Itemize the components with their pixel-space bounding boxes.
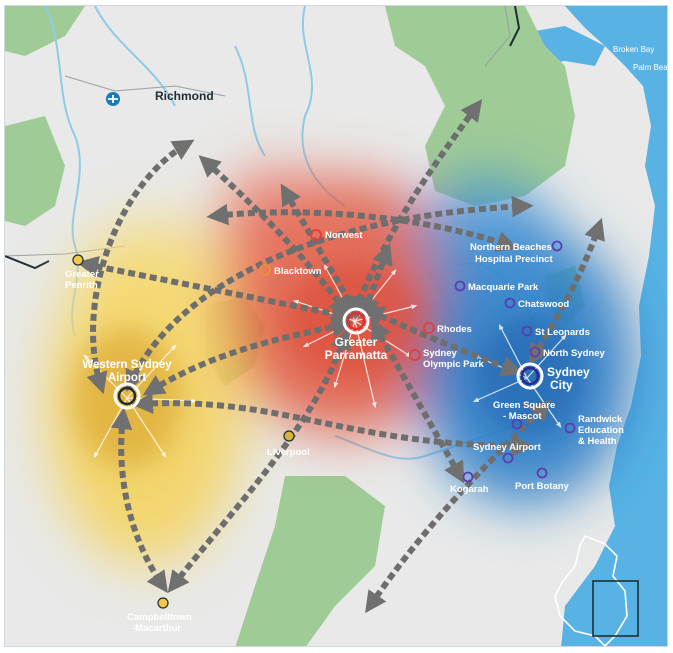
label-rhodes: Rhodes xyxy=(437,324,472,335)
label-greater-penrith-1: Greater xyxy=(65,269,99,280)
label-chatswood: Chatswood xyxy=(518,299,569,310)
connectors xyxy=(76,99,605,614)
label-port-botany: Port Botany xyxy=(515,481,570,492)
label-western-sydney-airport-1: Western Sydney xyxy=(82,359,172,371)
airport-icon xyxy=(106,92,120,106)
label-campbelltown-1: Campbelltown xyxy=(127,612,192,623)
label-north-sydney: North Sydney xyxy=(543,348,605,359)
label-campbelltown-2: -Macarthur xyxy=(132,623,181,634)
label-greater-parramatta-2: Parramatta xyxy=(325,348,388,362)
label-sydney-airport: Sydney Airport xyxy=(473,442,542,453)
label-randwick-1: Randwick xyxy=(578,414,623,425)
label-norwest: Norwest xyxy=(325,230,363,241)
label-macquarie-park: Macquarie Park xyxy=(468,282,539,293)
label-blacktown: Blacktown xyxy=(274,266,322,277)
label-sydney-city-1: Sydney xyxy=(547,365,590,379)
label-green-square-2: - Mascot xyxy=(503,411,542,422)
label-richmond: Richmond xyxy=(155,89,214,103)
label-western-sydney-airport-2: Airport xyxy=(108,372,147,384)
locator-inset-icon xyxy=(554,534,639,646)
map-canvas[interactable]: Richmond Broken Bay Palm Beach Norwest B… xyxy=(4,5,668,647)
centre-markers xyxy=(72,229,576,609)
label-kogarah: Kogarah xyxy=(450,484,489,495)
label-sydney-city-2: City xyxy=(550,378,573,392)
railway-line xyxy=(5,255,50,270)
label-greater-parramatta-1: Greater xyxy=(335,335,378,349)
label-sydney-olympic-park-2: Olympic Park xyxy=(423,359,484,370)
label-northern-beaches-2: Hospital Precinct xyxy=(475,254,553,265)
railway-north xyxy=(509,6,521,47)
label-sydney-olympic-park-1: Sydney xyxy=(423,348,458,359)
label-randwick-3: & Health xyxy=(578,436,617,447)
ocean xyxy=(561,6,667,646)
label-liverpool: Liverpool xyxy=(267,447,310,458)
label-green-square-1: Green Square xyxy=(493,400,555,411)
label-northern-beaches-1: Northern Beaches xyxy=(470,242,552,253)
label-palm-beach-1: Palm Beach xyxy=(633,63,668,72)
label-randwick-2: Education xyxy=(578,425,624,436)
label-broken-bay: Broken Bay xyxy=(613,45,654,54)
label-st-leonards: St Leonards xyxy=(535,327,590,338)
label-greater-penrith-2: Penrith xyxy=(65,280,98,291)
